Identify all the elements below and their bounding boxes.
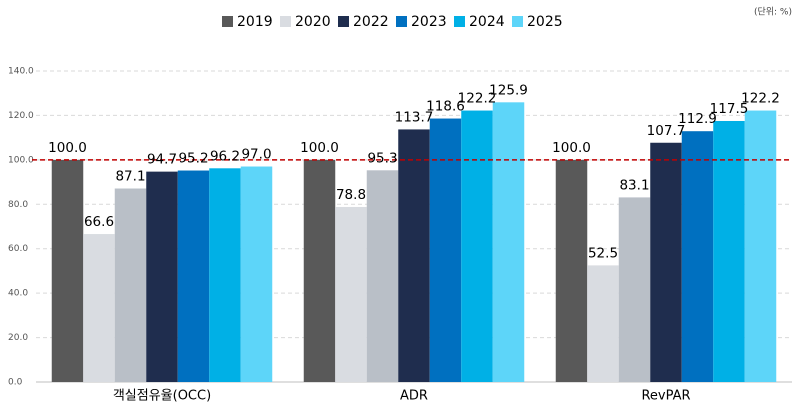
legend-label: 2022 [353,14,389,30]
bar [650,142,682,382]
y-tick-label: 0.0 [8,378,23,388]
bar [114,188,147,382]
bar [461,110,493,382]
value-label: 100.0 [300,140,339,156]
legend-label: 2020 [295,14,331,30]
value-label: 83.1 [619,177,649,193]
bar [555,159,588,382]
value-label: 87.1 [115,169,145,185]
bar [492,102,525,382]
y-tick-label: 40.0 [8,289,28,299]
x-tick-label: 객실점유율(OCC) [113,389,211,404]
y-tick-label: 140.0 [8,67,34,77]
legend-label: 2019 [237,14,273,30]
value-label: 52.5 [588,245,618,261]
y-tick-label: 60.0 [8,244,28,254]
bar [429,118,462,382]
value-label: 94.7 [147,152,177,168]
bar [209,168,241,382]
y-tick-label: 100.0 [8,155,34,165]
value-label: 113.7 [395,109,434,125]
bar [744,110,777,382]
bar [366,170,399,382]
y-tick-label: 20.0 [8,333,28,343]
value-label: 107.7 [647,123,686,139]
x-tick-label: RevPAR [641,389,690,404]
value-label: 112.9 [678,111,717,127]
value-label: 118.6 [426,99,465,115]
y-tick-label: 80.0 [8,200,28,210]
bar [51,159,84,382]
bar [587,265,619,382]
unit-label: (단위: %) [754,7,792,18]
legend-swatch [338,16,349,27]
bar [146,171,178,382]
bar [618,197,651,382]
bar [713,120,745,382]
legend-swatch [512,16,523,27]
value-label: 100.0 [552,140,591,156]
legend-swatch [280,16,291,27]
value-label: 78.8 [336,187,366,203]
bar [177,170,210,382]
legend-swatch [454,16,465,27]
y-tick-label: 120.0 [8,111,34,121]
bar [681,131,714,382]
value-label: 95.3 [367,150,397,166]
legend-label: 2024 [469,14,505,30]
value-label: 122.2 [741,91,780,107]
legend-swatch [396,16,407,27]
bar [303,159,336,382]
bar [83,234,115,382]
value-label: 100.0 [48,140,87,156]
bar [335,206,367,382]
value-label: 117.5 [710,101,749,117]
legend-label: 2023 [411,14,447,30]
bar [398,129,430,382]
value-label: 125.9 [489,82,528,98]
value-label: 96.2 [210,148,240,164]
value-label: 66.6 [84,214,114,230]
value-label: 97.0 [241,147,271,163]
bar [240,166,273,382]
x-tick-label: ADR [400,389,428,404]
value-label: 95.2 [178,151,208,167]
legend-label: 2025 [527,14,563,30]
legend-swatch [222,16,233,27]
value-label: 122.2 [458,91,497,107]
